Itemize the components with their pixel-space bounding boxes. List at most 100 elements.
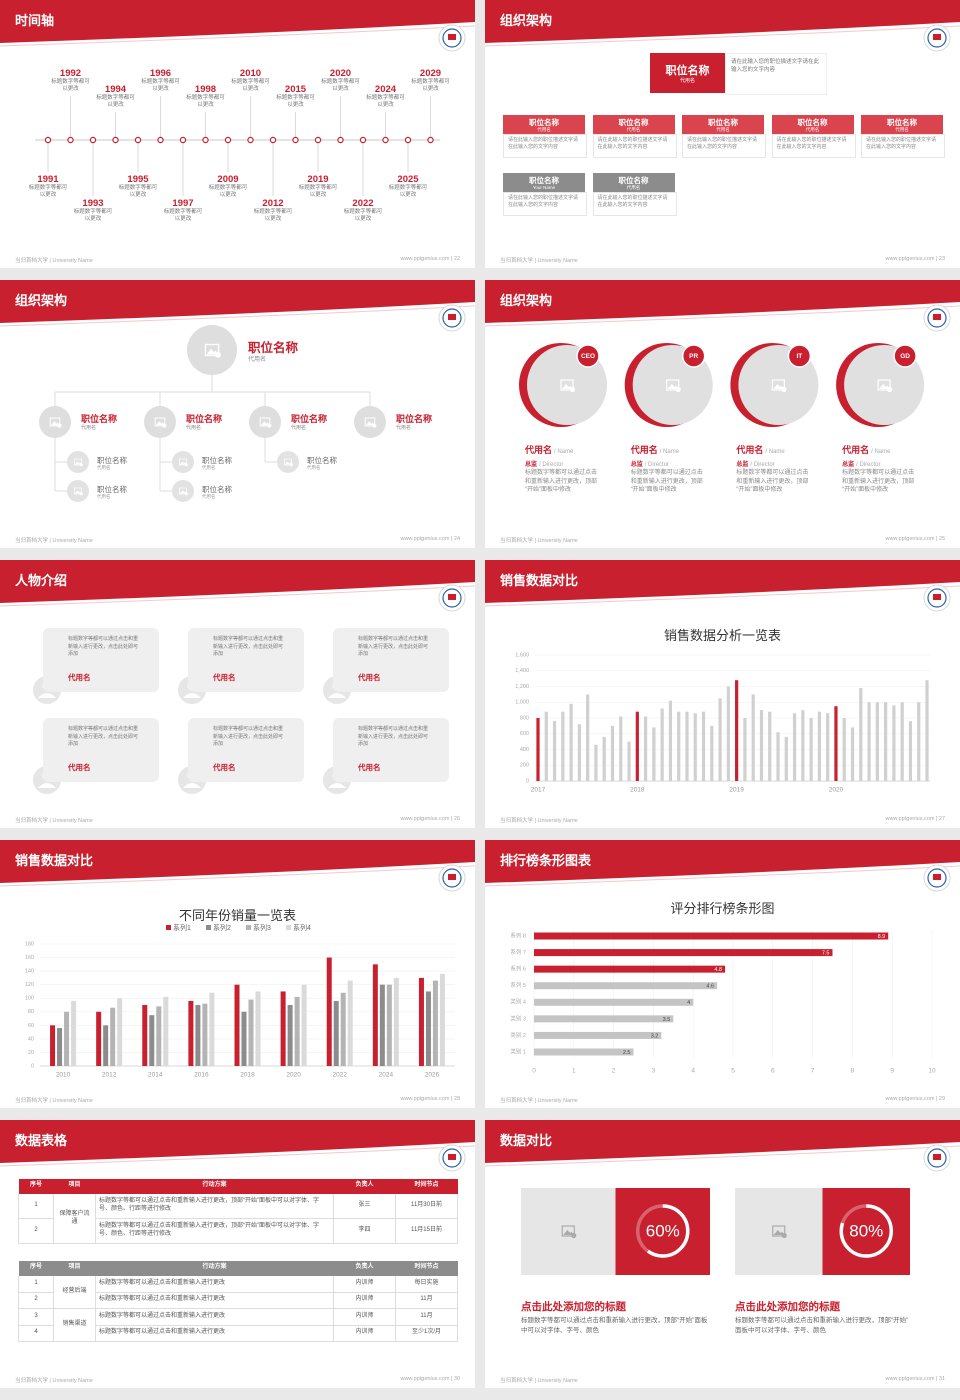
header-curve	[485, 585, 960, 607]
logo-inner	[442, 588, 462, 608]
logo-mark	[933, 314, 941, 320]
bar	[534, 998, 694, 1006]
header-curve	[0, 25, 475, 47]
cell: 2	[18, 1291, 54, 1309]
timeline-text: 标题数字等都可以更改	[208, 185, 248, 199]
donut-arc	[636, 1204, 690, 1258]
quote-text: 标题数字等都可以通过点击和重新输入进行更改，点击此处即可添加	[213, 636, 284, 657]
bar	[735, 680, 739, 781]
y-tick-label: 60	[28, 1023, 34, 1029]
timeline-dot	[89, 136, 97, 144]
y-tick-label: 160	[25, 955, 34, 961]
footer-right: www.pptgenius.com | 22	[400, 256, 460, 262]
logo-inner	[442, 28, 462, 48]
bar	[627, 741, 631, 781]
group-subtitle: 代用名	[81, 425, 97, 431]
org-box-header: 职位名称 代用名	[682, 115, 764, 134]
icon-plus	[372, 423, 377, 428]
org-box-desc: 请在此输入您的职位描述文字请在此输入您的文字内容	[503, 192, 587, 216]
bar	[163, 996, 169, 1066]
icon-mountain	[285, 461, 291, 465]
org-box-header: 职位名称 Your Name	[503, 173, 585, 192]
child-title: 职位名称	[307, 456, 337, 465]
logo-inner	[927, 1148, 947, 1168]
y-tick-label: 600	[520, 731, 529, 737]
icon-frame	[204, 343, 220, 357]
person-role-en: / Director	[539, 462, 564, 468]
person-role: 总监	[842, 462, 855, 468]
bar	[925, 680, 929, 781]
y-tick-label: 系列 7	[510, 948, 526, 956]
bar	[149, 1015, 155, 1066]
bar	[326, 957, 332, 1066]
footer-right: www.pptgenius.com | 25	[885, 536, 945, 542]
bar	[425, 991, 431, 1066]
bar	[287, 1005, 293, 1066]
bar	[900, 702, 904, 781]
badge-label: GD	[900, 353, 910, 360]
x-tick-label: 3	[652, 1068, 656, 1075]
header-cell: 时间节点	[414, 1182, 439, 1189]
quote-name: 代用名	[358, 673, 381, 682]
slide: 组织架构 当归首档大学 | University Name www.pptgeniu…	[0, 280, 475, 548]
card-panel	[615, 1188, 710, 1275]
x-tick-label: 8	[851, 1068, 855, 1075]
bar	[57, 1028, 63, 1066]
x-tick-label: 2	[612, 1068, 616, 1075]
icon-plus	[781, 1232, 787, 1239]
icon-frame	[154, 417, 166, 427]
bar	[544, 711, 548, 781]
footer-right: www.pptgenius.com | 31	[885, 1376, 945, 1382]
bar	[710, 725, 714, 781]
person-name-en: / Name	[765, 449, 785, 455]
y-tick-label: 140	[25, 969, 34, 975]
timeline-year: 1996	[149, 68, 172, 79]
header-curve	[0, 1145, 475, 1167]
group-subtitle: 代用名	[186, 425, 202, 431]
bar	[534, 1048, 634, 1056]
bar	[255, 991, 261, 1066]
bar	[693, 713, 697, 781]
y-tick-label: 400	[520, 747, 529, 753]
org-box-desc: 请在此输入您的职位描述文字请在此输入您的文字内容	[861, 134, 945, 158]
bar	[50, 1025, 56, 1066]
cell: 11月15日前	[395, 1218, 458, 1244]
header-band	[0, 560, 475, 603]
x-tick-label: 0	[532, 1068, 536, 1075]
icon-mountain	[51, 421, 59, 426]
card-title: 点击此处添加您的标题	[735, 1301, 840, 1313]
top-subtitle: 代用名	[248, 357, 267, 363]
cell: 内训师	[333, 1275, 396, 1293]
y-tick-label: 80	[28, 1009, 34, 1015]
org-box-desc: 请在此输入您的职位描述文字请在此输入您的文字内容	[682, 134, 766, 158]
child-subtitle: 代用名	[97, 494, 111, 499]
quote-card	[43, 718, 159, 782]
org-box-desc: 请在此输入您的职位描述文字请在此输入您的文字内容	[503, 134, 587, 158]
footer-right: www.pptgenius.com | 26	[400, 816, 460, 822]
org-box-title: 职位名称	[708, 118, 738, 127]
bar	[842, 718, 846, 781]
logo-mark	[448, 594, 456, 600]
y-tick-label: 类别 2	[510, 1031, 526, 1039]
image-icon	[154, 417, 167, 428]
person-desc: 标题数字等都可以通过点击和重新输入进行更改，顶部“开始”面板中修改	[525, 470, 598, 494]
bar	[534, 949, 833, 957]
slide: CEO PR IT GD 组织架构 当归首档大学 | University Name www…	[485, 280, 960, 548]
header-band	[0, 840, 475, 883]
bar	[379, 984, 385, 1066]
timeline-year: 1994	[104, 84, 127, 95]
logo-inner	[927, 28, 947, 48]
bar	[202, 1003, 208, 1066]
org-box-header: 职位名称 代用名	[592, 173, 675, 192]
bar	[110, 1007, 116, 1066]
cell: 2	[18, 1218, 54, 1244]
x-tick-label: 2024	[379, 1072, 394, 1079]
header-row: 序号 项目 行动方案 负责人 时间节点	[18, 1260, 458, 1276]
person-desc: 标题数字等都可以通过点击和重新输入进行更改，顶部“开始”面板中修改	[736, 470, 809, 494]
image-icon	[284, 458, 293, 467]
header-band	[485, 1120, 960, 1163]
person-name: 代用名	[736, 445, 764, 455]
org-box-desc: 请在此输入您的职位描述文字请在此输入您的文字内容	[771, 134, 856, 158]
person-name-en: / Name	[871, 449, 891, 455]
